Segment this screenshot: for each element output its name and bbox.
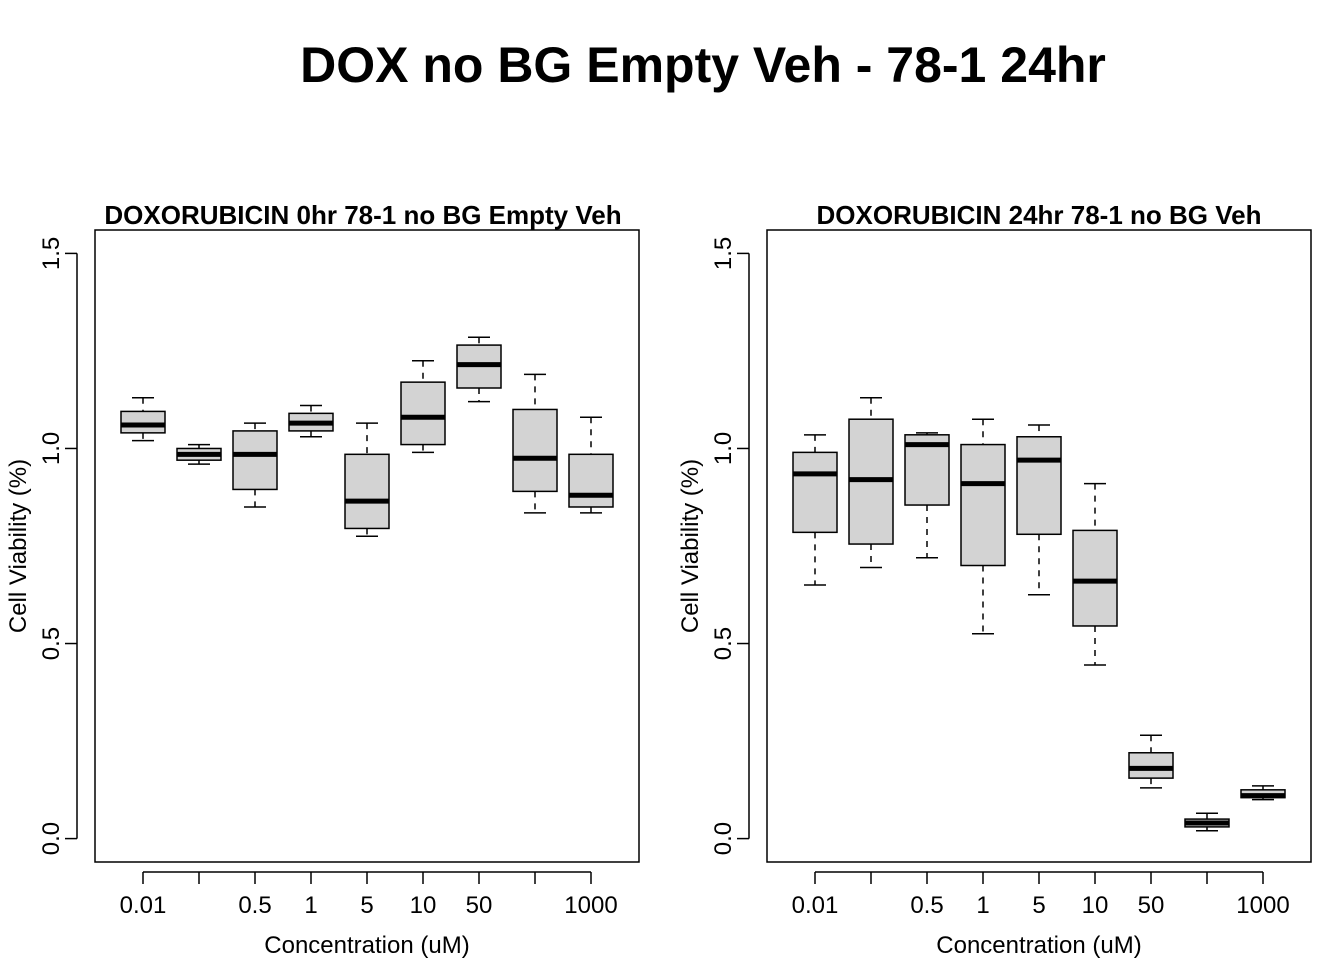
box <box>400 381 446 446</box>
x-tick-label: 1 <box>976 892 989 919</box>
x-tick-label: 1000 <box>564 892 617 919</box>
panel-right-title: DOXORUBICIN 24hr 78-1 no BG Veh <box>817 200 1262 230</box>
x-tick-label: 0.5 <box>238 892 271 919</box>
panel-left-title: DOXORUBICIN 0hr 78-1 no BG Empty Veh <box>104 200 621 230</box>
y-tick-label: 0.5 <box>38 627 65 660</box>
panel-left-plot-frame <box>94 229 640 863</box>
box <box>344 453 390 530</box>
x-tick-label: 5 <box>1032 892 1045 919</box>
panel-left-marks: 0.0 0.5 1.0 1.5 0.01 0.5 1 5 10 50 1000 <box>38 237 618 919</box>
box <box>960 443 1006 567</box>
box <box>120 410 166 434</box>
y-tick-label: 0.0 <box>710 822 737 855</box>
box <box>568 453 614 508</box>
panel-right: DOXORUBICIN 24hr 78-1 no BG Veh 0.0 0.5 1.… <box>677 200 1312 959</box>
x-tick-label: 0.5 <box>910 892 943 919</box>
box <box>1072 529 1118 627</box>
y-tick-label: 1.0 <box>710 432 737 465</box>
panel-left: DOXORUBICIN 0hr 78-1 no BG Empty Veh 0.0… <box>5 200 640 959</box>
x-tick-label: 10 <box>1082 892 1109 919</box>
x-tick-label: 0.01 <box>120 892 167 919</box>
y-tick-label: 1.0 <box>38 432 65 465</box>
x-tick-label: 1000 <box>1236 892 1289 919</box>
box <box>232 430 278 491</box>
y-tick-label: 0.0 <box>38 822 65 855</box>
panel-right-marks: 0.0 0.5 1.0 1.5 0.01 0.5 1 5 10 50 1000 <box>710 237 1290 919</box>
box <box>1128 752 1174 779</box>
panel-right-y-axis-label: Cell Viability (%) <box>677 459 704 633</box>
x-tick-label: 10 <box>410 892 437 919</box>
x-tick-label: 50 <box>466 892 493 919</box>
panel-right-plot-frame <box>766 229 1312 863</box>
y-tick-label: 1.5 <box>38 237 65 270</box>
panel-left-y-axis-label: Cell Viability (%) <box>5 459 32 633</box>
panel-left-x-axis-label: Concentration (uM) <box>264 932 469 959</box>
box <box>792 451 838 534</box>
x-tick-label: 0.01 <box>792 892 839 919</box>
x-tick-label: 50 <box>1138 892 1165 919</box>
x-tick-label: 1 <box>304 892 317 919</box>
y-tick-label: 0.5 <box>710 627 737 660</box>
x-tick-label: 5 <box>360 892 373 919</box>
main-title: DOX no BG Empty Veh - 78-1 24hr <box>300 37 1106 93</box>
y-tick-label: 1.5 <box>710 237 737 270</box>
box <box>1016 436 1062 536</box>
box <box>512 408 558 493</box>
panel-right-x-axis-label: Concentration (uM) <box>936 932 1141 959</box>
